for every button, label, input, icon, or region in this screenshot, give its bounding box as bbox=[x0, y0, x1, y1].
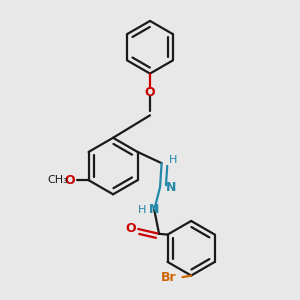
Text: O: O bbox=[125, 223, 136, 236]
Text: O: O bbox=[64, 174, 75, 187]
Text: O: O bbox=[145, 86, 155, 99]
Text: N: N bbox=[166, 181, 176, 194]
Text: H: H bbox=[138, 205, 146, 215]
Text: Br: Br bbox=[161, 271, 177, 284]
Text: H: H bbox=[169, 155, 177, 165]
Text: CH₃: CH₃ bbox=[47, 175, 68, 185]
Text: N: N bbox=[149, 203, 159, 216]
